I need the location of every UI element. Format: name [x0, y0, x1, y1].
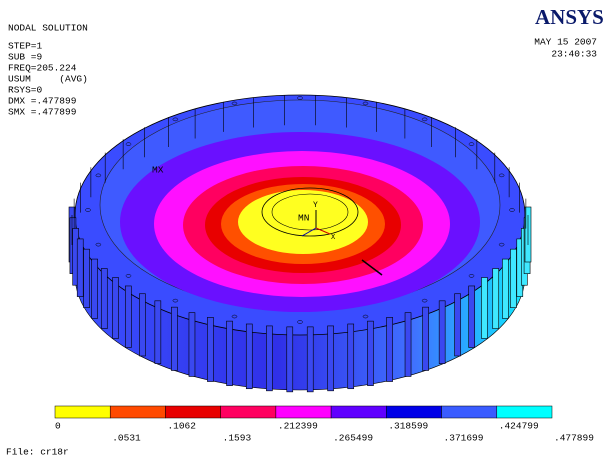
fin [481, 278, 487, 339]
legend-swatch [497, 406, 552, 418]
header-line: STEP=1 [8, 41, 43, 52]
fin [502, 259, 508, 318]
fin [139, 294, 145, 356]
fin [266, 326, 272, 391]
legend-label: .318599 [388, 421, 428, 432]
fin [246, 324, 252, 389]
header-line: USUM (AVG) [8, 74, 88, 85]
fin [189, 313, 195, 377]
model [69, 95, 531, 392]
fin [155, 301, 161, 364]
fin [227, 321, 233, 386]
legend-swatch [386, 406, 441, 418]
fin [328, 326, 334, 391]
file-name: File: cr18r [6, 447, 69, 458]
max-label: MX [152, 165, 164, 176]
fin [207, 317, 213, 381]
min-label: MN [298, 213, 309, 224]
fin [113, 278, 119, 339]
legend-label: .371699 [444, 433, 484, 444]
legend-swatch [110, 406, 165, 418]
fin [455, 294, 461, 356]
legend-swatch [331, 406, 386, 418]
fin [510, 249, 516, 308]
legend-swatch [221, 406, 276, 418]
legend-label: .477899 [554, 433, 594, 444]
header-line: FREQ=205.224 [8, 63, 77, 74]
fin [367, 321, 373, 386]
legend-label: .1593 [223, 433, 252, 444]
legend-label: .265499 [333, 433, 373, 444]
fin [171, 307, 177, 370]
legend-label: .1062 [167, 421, 196, 432]
date: MAY 15 2007 [534, 37, 597, 48]
fin [405, 313, 411, 377]
fin [125, 286, 131, 348]
result-title: NODAL SOLUTION [8, 23, 88, 34]
legend-swatch [276, 406, 331, 418]
fin [101, 269, 107, 329]
legend-label: .0531 [112, 433, 141, 444]
legend-label: 0 [55, 421, 61, 432]
header-line: SMX =.477899 [8, 107, 77, 118]
fin [439, 301, 445, 364]
fin [287, 327, 293, 392]
header-line: RSYS=0 [8, 85, 43, 96]
legend-swatch [442, 406, 497, 418]
fin [77, 239, 83, 297]
legend-label: .424799 [499, 421, 539, 432]
fin [84, 249, 90, 308]
fin [348, 324, 354, 389]
legend-swatch [165, 406, 220, 418]
header-line: DMX =.477899 [8, 96, 77, 107]
fin [423, 307, 429, 370]
logo: ANSYS [535, 5, 603, 29]
ansys-window: NODAL SOLUTION ANSYS MAY 15 2007 23:40:3… [0, 0, 603, 461]
time: 23:40:33 [551, 49, 597, 60]
fin [469, 286, 475, 348]
header-line: SUB =9 [8, 52, 43, 63]
fin [387, 317, 393, 381]
legend-label: .212399 [278, 421, 318, 432]
fin [493, 269, 499, 329]
legend-swatch [55, 406, 110, 418]
axis-label: Y [313, 201, 318, 210]
fin [92, 259, 98, 318]
fin [307, 327, 313, 392]
